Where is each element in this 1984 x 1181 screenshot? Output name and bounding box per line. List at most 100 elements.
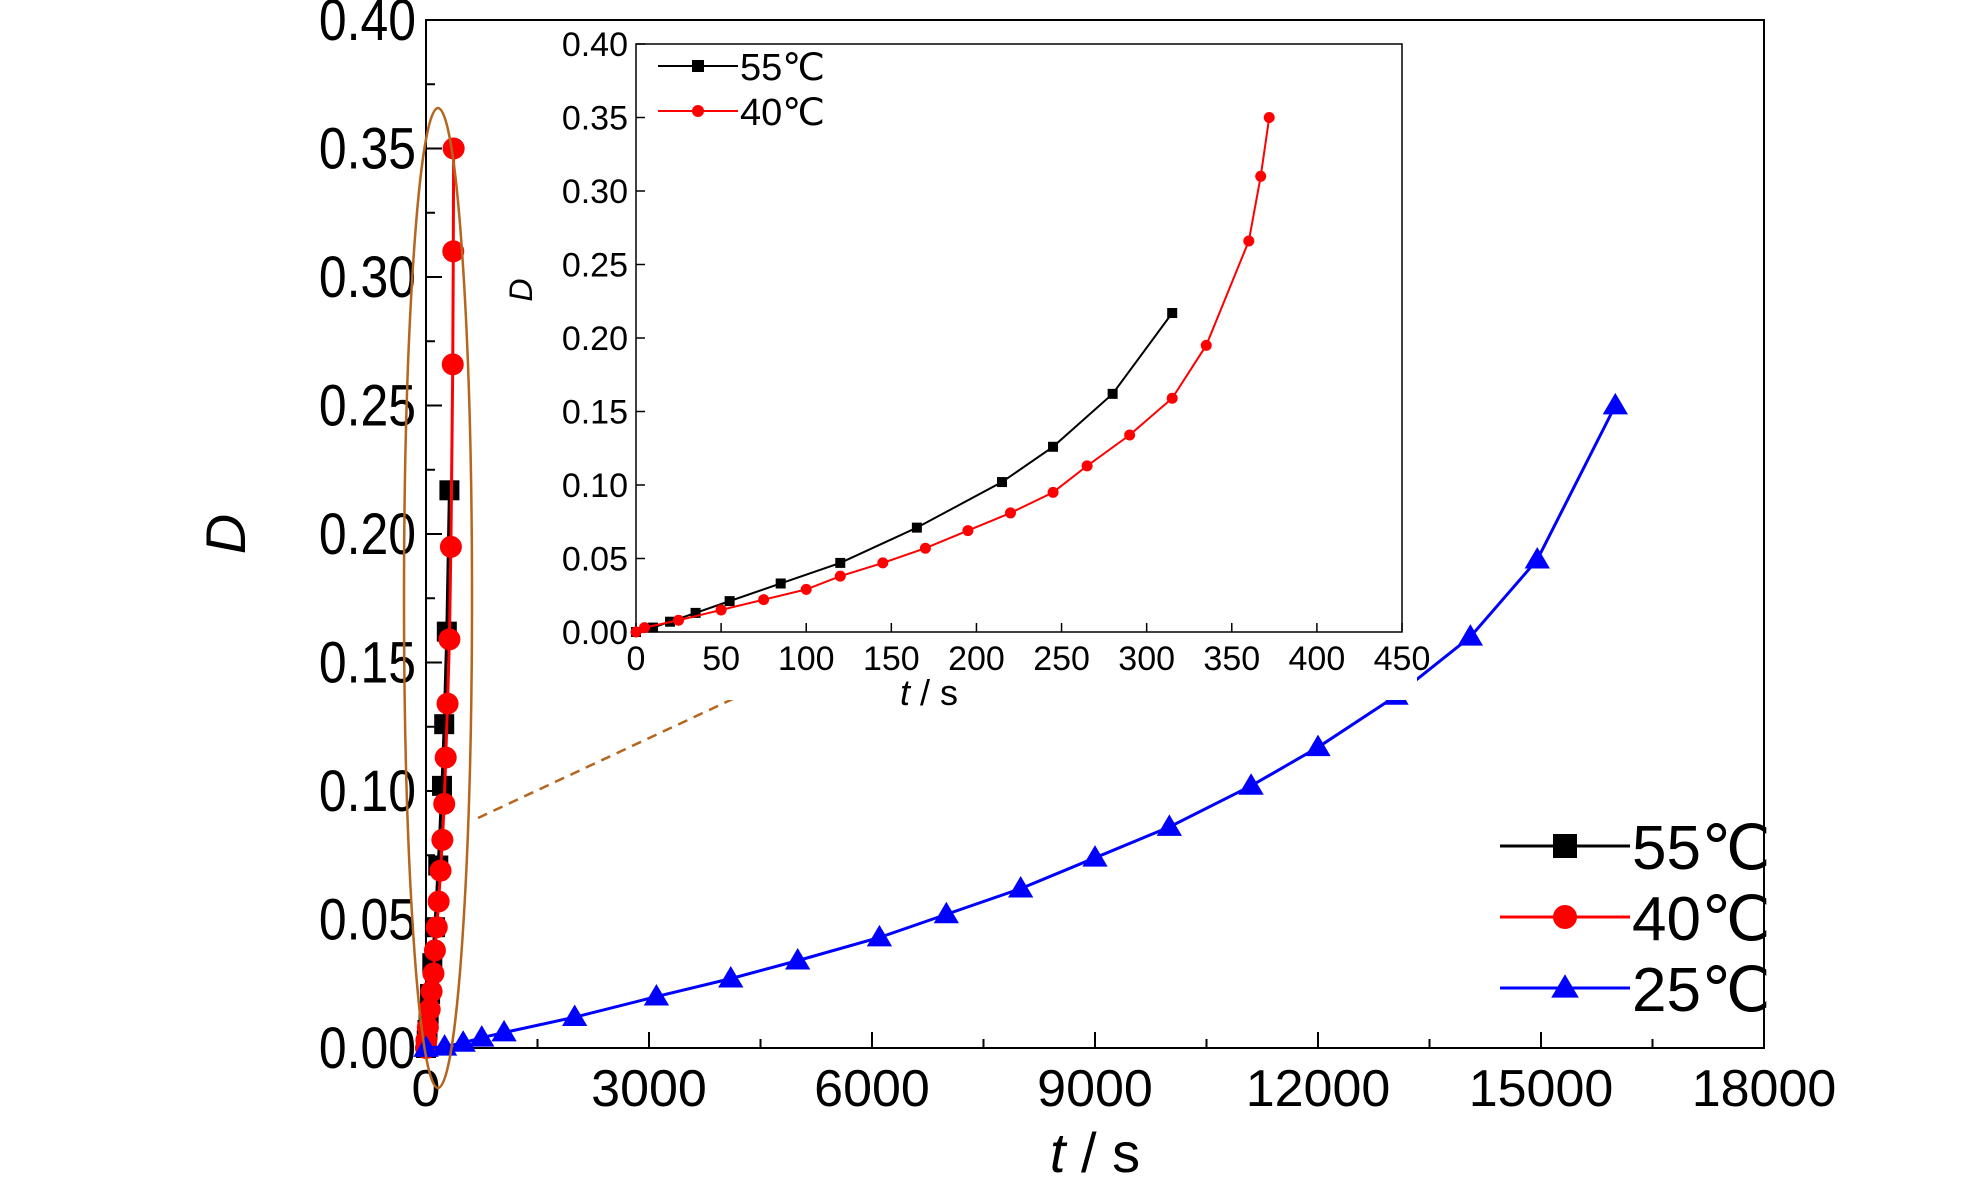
main-data-point <box>420 980 443 1003</box>
inset-data-point <box>1004 507 1016 519</box>
inset-data-point <box>919 542 931 554</box>
legend-label: 55℃ <box>1632 814 1771 883</box>
main-data-point <box>643 983 670 1006</box>
inset-y-tick-label: 0.40 <box>562 26 628 64</box>
main-data-point <box>1305 734 1331 757</box>
inset-data-point <box>1107 388 1118 399</box>
inset-x-tick-label: 450 <box>1374 640 1431 678</box>
main-x-tick-label: 0 <box>412 1060 441 1118</box>
inset-data-point <box>834 570 846 582</box>
main-data-point <box>1524 547 1550 569</box>
main-data-point <box>1156 814 1182 836</box>
legend-label: 40℃ <box>1632 885 1771 954</box>
main-data-point <box>429 859 452 882</box>
inset-series-1 <box>630 112 1275 638</box>
main-x-axis-title-var: t <box>1050 1121 1068 1181</box>
zoom-arrow <box>477 688 753 820</box>
main-data-point <box>933 901 959 924</box>
inset-legend: 55℃40℃ <box>658 47 825 134</box>
main-data-point <box>418 998 441 1021</box>
main-y-tick-label: 0.20 <box>319 503 416 567</box>
inset-background <box>505 30 1417 700</box>
inset-legend-label: 40℃ <box>740 92 825 134</box>
inset-data-point <box>1167 308 1178 319</box>
main-data-point <box>866 924 893 947</box>
inset-data-point <box>1124 429 1136 441</box>
inset-data-point <box>775 578 786 589</box>
inset-legend-marker <box>692 60 704 72</box>
main-data-point <box>469 1025 495 1047</box>
main-data-point <box>718 965 744 988</box>
inset-data-point <box>673 614 685 626</box>
main-data-point <box>441 353 464 376</box>
main-legend: 55℃40℃25℃ <box>1500 814 1771 1025</box>
main-data-point <box>442 240 465 263</box>
inset-data-point <box>690 607 701 618</box>
inset-y-tick-label: 0.05 <box>562 541 628 579</box>
inset-data-point <box>877 557 889 569</box>
inset-data-point <box>835 557 846 568</box>
inset-data-point <box>1243 235 1255 247</box>
main-series-1 <box>415 137 465 1059</box>
inset-data-point <box>800 583 812 595</box>
main-y-tick-label: 0.10 <box>319 760 416 824</box>
inset-y-tick-label: 0.25 <box>562 247 628 285</box>
main-data-point <box>1457 624 1484 646</box>
inset-data-point <box>1048 441 1059 452</box>
inset-y-tick-label: 0.00 <box>562 614 628 652</box>
inset-x-tick-label: 400 <box>1289 640 1346 678</box>
main-data-point <box>1602 392 1628 415</box>
main-data-point <box>785 947 811 970</box>
inset-chart: 0 50 100 150 200 250 300 350 400 450 0.00 0.05 0.10 0… <box>503 26 1430 713</box>
legend-label: 25℃ <box>1632 956 1771 1025</box>
main-x-axis-title: t / s <box>1050 1121 1140 1181</box>
inset-data-point <box>639 622 651 634</box>
inset-x-tick-label: 100 <box>778 640 835 678</box>
main-y-tick-label: 0.25 <box>319 374 416 438</box>
main-data-point <box>562 1004 588 1027</box>
legend-marker <box>1553 834 1577 858</box>
main-data-point <box>442 137 465 160</box>
inset-y-tick-label: 0.20 <box>562 320 628 358</box>
inset-x-tick-label: 0 <box>627 640 646 678</box>
main-data-point <box>1238 773 1264 795</box>
inset-y-axis-title: D <box>503 278 539 301</box>
legend-marker <box>1553 905 1577 929</box>
main-data-point <box>491 1019 517 1042</box>
inset-x-axis-title: t / s <box>900 672 958 713</box>
main-data-point <box>436 692 459 715</box>
inset-y-tick-label: 0.35 <box>562 100 628 138</box>
inset-x-axis-title-var: t <box>900 672 912 713</box>
inset-x-tick-label: 200 <box>948 640 1005 678</box>
main-data-point <box>434 714 455 735</box>
inset-data-point <box>758 594 770 606</box>
inset-data-point <box>715 604 727 616</box>
main-x-tick-label: 6000 <box>814 1060 930 1118</box>
main-x-tick-label: 3000 <box>591 1060 707 1118</box>
inset-data-point <box>962 525 974 537</box>
inset-data-point <box>996 477 1007 488</box>
inset-data-point <box>1263 112 1275 123</box>
inset-x-tick-label: 50 <box>702 640 740 678</box>
main-y-tick-label: 0.00 <box>319 1017 416 1081</box>
inset-data-point <box>724 596 735 607</box>
main-data-point <box>1082 845 1108 867</box>
inset-y-tick-label: 0.30 <box>562 173 628 211</box>
inset-data-point <box>1081 460 1093 472</box>
inset-x-tick-label: 300 <box>1118 640 1175 678</box>
main-data-point <box>431 775 452 796</box>
main-data-point <box>433 792 456 815</box>
main-x-tick-label: 18000 <box>1692 1060 1837 1118</box>
main-data-point <box>427 890 450 913</box>
main-data-point <box>431 828 454 851</box>
main-y-axis-title: D <box>194 514 257 554</box>
main-data-point <box>422 962 445 985</box>
main-data-point <box>425 916 448 939</box>
main-data-point <box>438 628 461 651</box>
main-x-axis-title-unit: / s <box>1065 1121 1140 1181</box>
main-y-tick-label: 0.15 <box>319 631 416 695</box>
inset-data-point <box>1047 486 1059 498</box>
inset-x-axis-title-unit: / s <box>910 672 958 713</box>
main-chart: 0 3000 6000 9000 12000 15000 180000.000.050.10… <box>194 0 1836 1181</box>
